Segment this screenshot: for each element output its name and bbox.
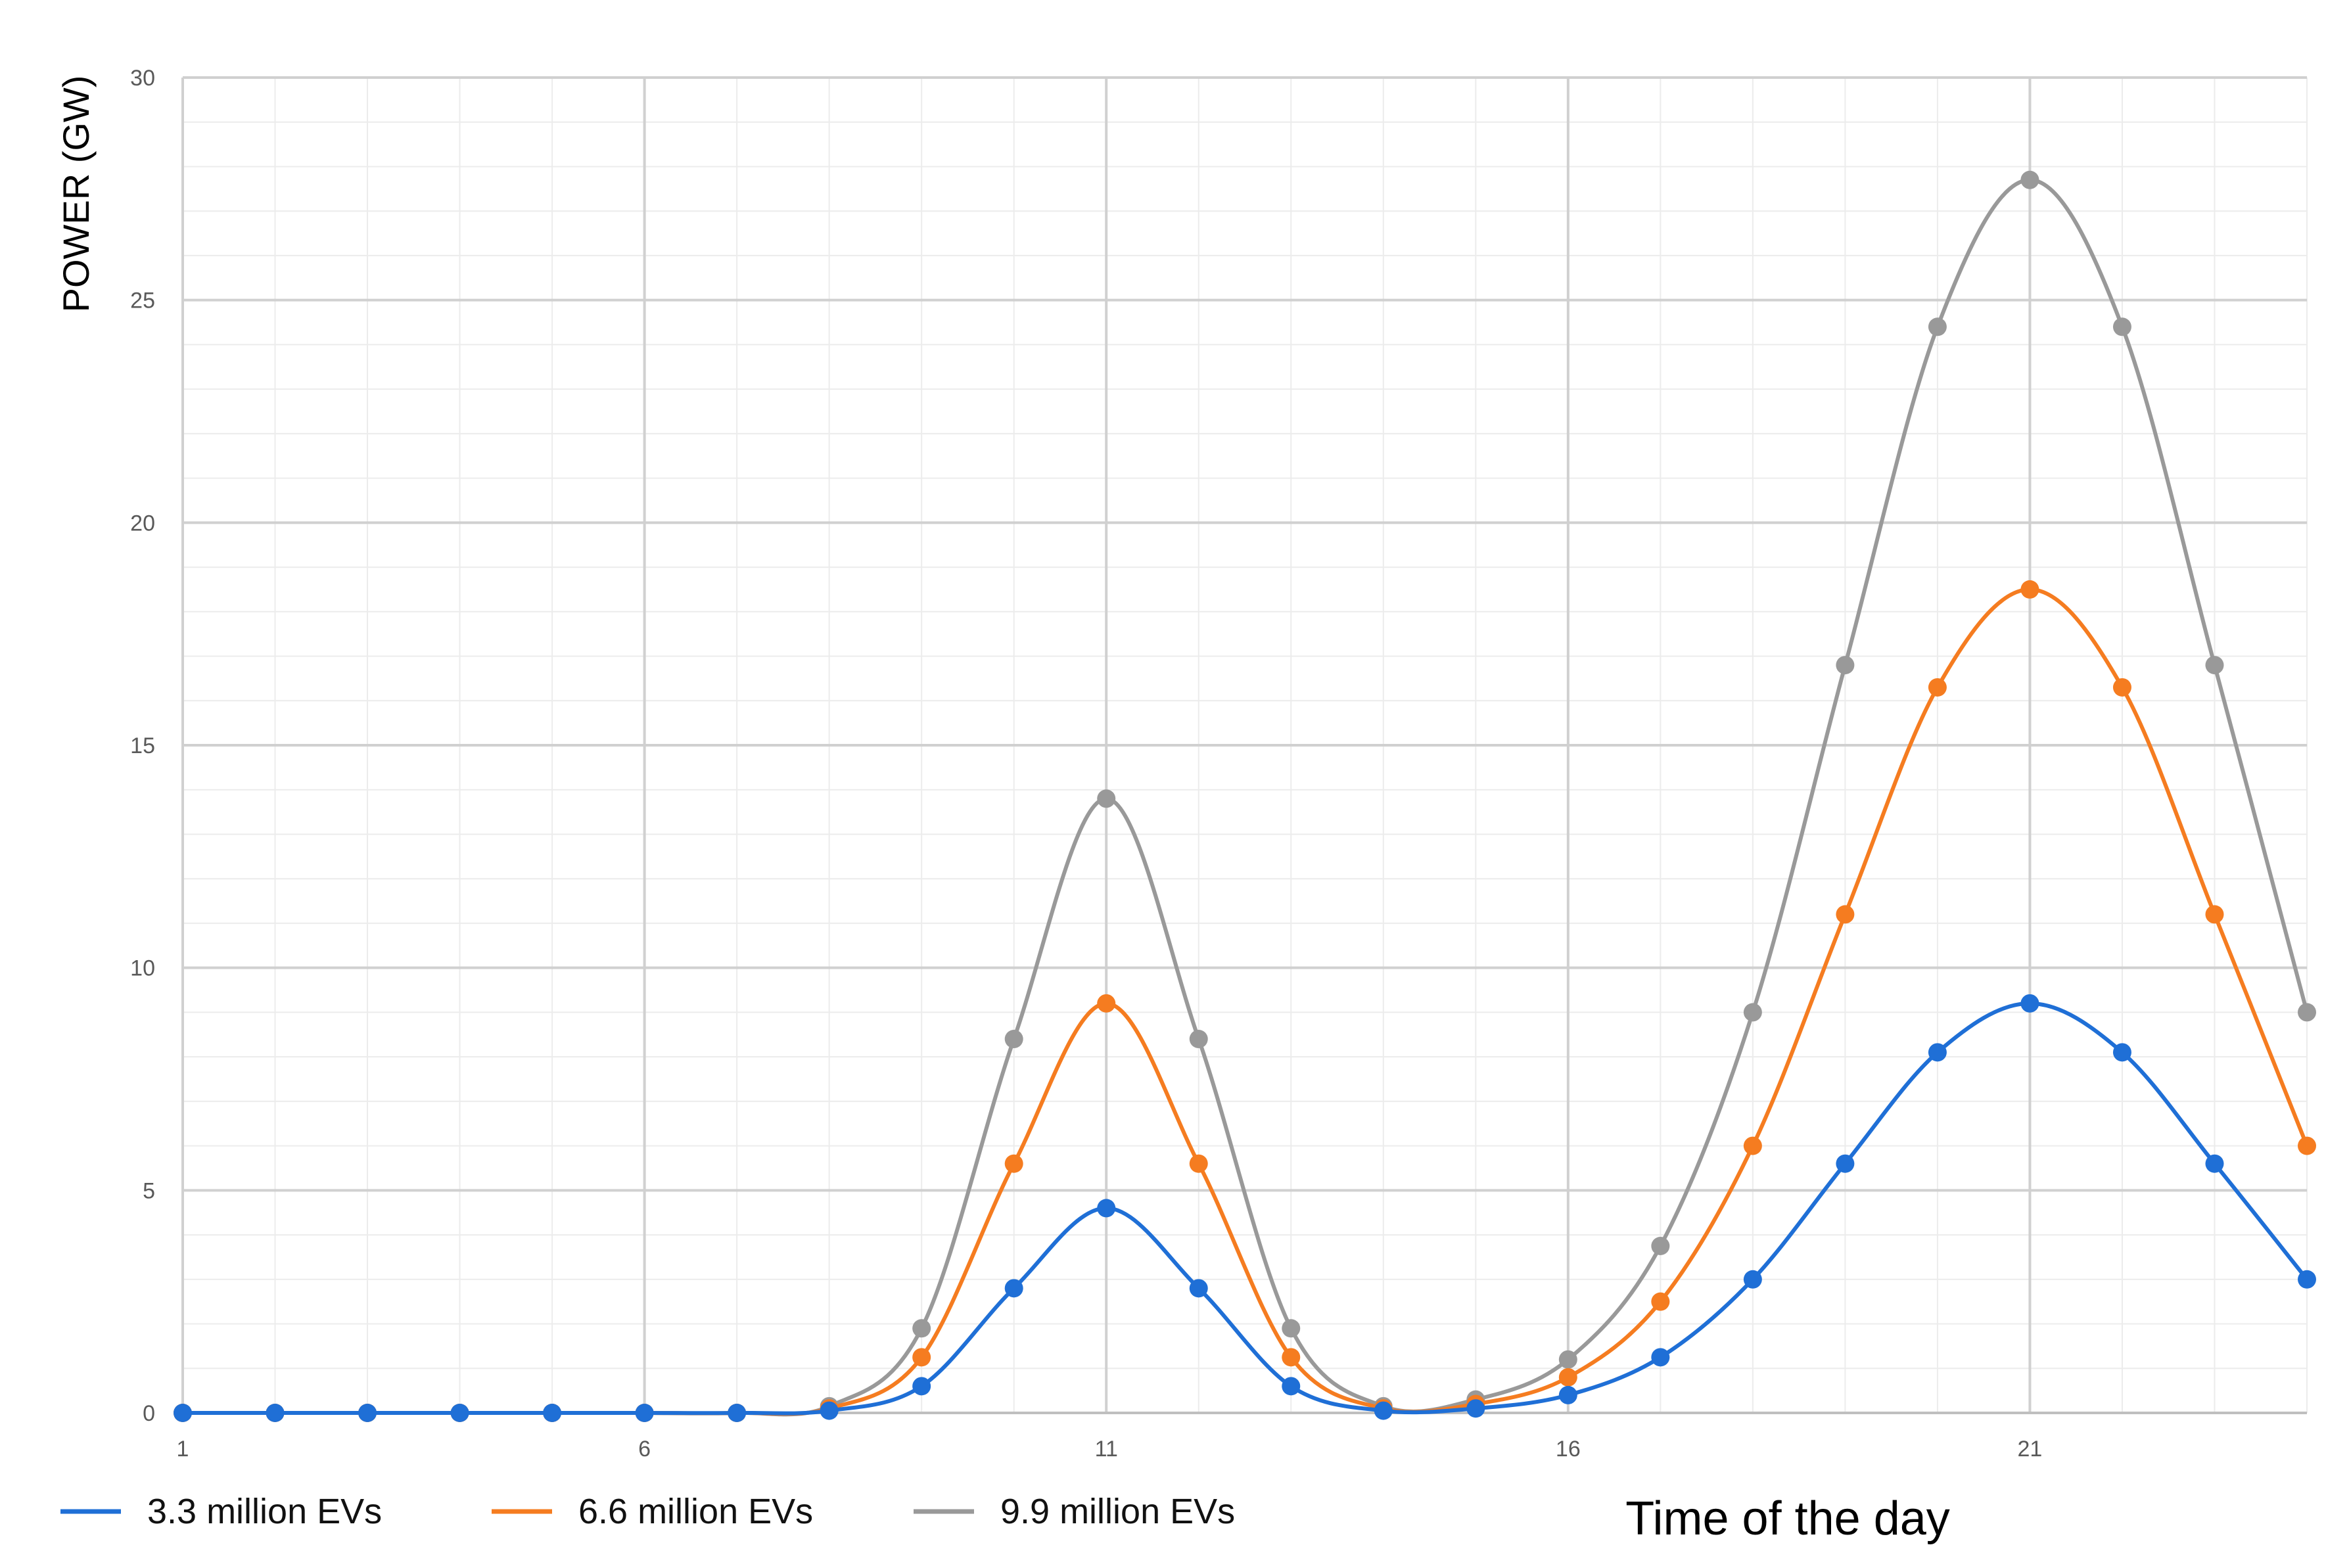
series-line [183,1001,2309,1416]
data-point [820,1401,839,1420]
data-point [1097,789,1116,808]
x-tick-label: 21 [2018,1437,2043,1462]
x-tick-labels: 1 6 11 16 21 [177,1437,2043,1462]
data-point [266,1404,285,1422]
data-point [1189,1279,1208,1298]
y-tick-labels: 0 5 10 15 20 25 30 [130,66,155,1426]
data-point [450,1404,469,1422]
data-point [1466,1399,1485,1418]
data-point [1928,317,1947,336]
data-point [2112,317,2131,336]
data-point [1836,656,1855,675]
data-point [2112,1043,2131,1062]
data-point [2112,678,2131,697]
legend-label: 3.3 million EVs [147,1492,382,1531]
x-tick-label: 1 [177,1437,189,1462]
data-point [2298,1136,2316,1155]
legend-label: 6.6 million EVs [578,1492,813,1531]
data-point [1004,1030,1023,1049]
data-point [1558,1350,1577,1369]
data-point [1282,1319,1301,1338]
x-axis-label: Time of the day [1625,1492,1950,1545]
data-point [174,1404,192,1422]
data-point [1282,1348,1301,1367]
data-point [1743,1270,1762,1289]
x-tick-label: 11 [1095,1437,1118,1462]
data-point [1651,1292,1670,1311]
data-point [1004,1154,1023,1173]
legend: 3.3 million EVs 6.6 million EVs 9.9 millio… [60,1492,1235,1531]
data-point [912,1348,931,1367]
y-tick-label: 0 [143,1401,155,1426]
data-point [1004,1279,1023,1298]
data-point [1836,905,1855,924]
data-point [2020,170,2039,189]
data-point [543,1404,562,1422]
data-point [912,1319,931,1338]
data-point [1189,1030,1208,1049]
y-tick-label: 15 [130,733,155,758]
data-point [1282,1377,1301,1396]
data-point [1928,678,1947,697]
y-tick-label: 10 [130,956,155,981]
data-point [728,1404,747,1422]
legend-label: 9.9 million EVs [1000,1492,1235,1531]
data-point [1743,1136,1762,1155]
data-point [2298,1270,2316,1289]
data-point [2298,1003,2316,1022]
x-tick-label: 6 [638,1437,651,1462]
x-tick-label: 16 [1556,1437,1581,1462]
data-point [2205,1154,2224,1173]
data-point [1097,1199,1116,1218]
data-point [2020,580,2039,599]
y-tick-label: 25 [130,288,155,313]
data-point [1651,1348,1670,1367]
data-point [635,1404,654,1422]
data-point [1928,1043,1947,1062]
data-point [2205,656,2224,675]
series-layer [174,170,2316,1422]
series-1 [174,994,2316,1422]
data-point [1189,1154,1208,1173]
data-point [1651,1237,1670,1255]
data-point [2020,994,2039,1013]
data-point [1743,1003,1762,1022]
data-point [1558,1368,1577,1387]
data-point [1374,1401,1393,1420]
y-tick-label: 20 [130,511,155,536]
data-point [358,1404,377,1422]
data-point [1097,994,1116,1013]
y-axis-label: POWER (GW) [55,76,97,313]
y-tick-label: 5 [143,1178,155,1203]
data-point [912,1377,931,1396]
y-tick-label: 30 [130,66,155,91]
data-point [2205,905,2224,924]
data-point [1836,1154,1855,1173]
data-point [1558,1385,1577,1404]
